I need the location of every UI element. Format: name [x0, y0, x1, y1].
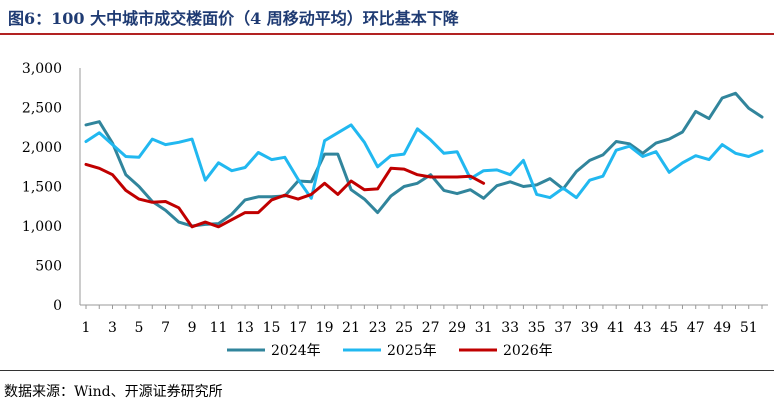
x-tick-label: 31	[475, 320, 493, 336]
x-tick-label: 15	[263, 320, 281, 336]
x-tick-label: 41	[607, 320, 625, 336]
x-tick-label: 17	[289, 320, 307, 336]
x-tick-label: 13	[236, 320, 254, 336]
y-tick-label: 3,000	[22, 61, 62, 77]
legend-label: 2024年	[271, 343, 321, 359]
y-tick-label: 500	[35, 259, 62, 275]
y-tick-label: 2,000	[22, 140, 62, 156]
x-tick-label: 49	[713, 320, 731, 336]
source-note: 数据来源：Wind、开源证券研究所	[4, 384, 223, 400]
x-tick-label: 7	[161, 320, 170, 336]
title-divider	[0, 33, 774, 35]
x-tick-label: 39	[581, 320, 599, 336]
x-tick-label: 1	[82, 320, 91, 336]
x-tick-label: 35	[528, 320, 546, 336]
footer-divider	[0, 370, 774, 371]
chart-legend: 2024年 2025年 2026年	[227, 343, 553, 359]
x-tick-label: 45	[660, 320, 678, 336]
legend-label: 2025年	[387, 343, 437, 359]
y-tick-label: 2,500	[22, 101, 62, 117]
x-tick-label: 29	[448, 320, 466, 336]
chart-series	[84, 91, 764, 229]
legend-label: 2026年	[503, 343, 553, 359]
x-tick-label: 33	[501, 320, 519, 336]
y-tick-label: 0	[53, 298, 62, 314]
x-tick-label: 3	[108, 320, 117, 336]
x-tick-label: 5	[135, 320, 144, 336]
x-tick-label: 27	[422, 320, 440, 336]
y-tick-label: 1,500	[22, 180, 62, 196]
x-tick-label: 11	[210, 320, 228, 336]
x-tick-label: 25	[395, 320, 413, 336]
series-line-2026年	[84, 162, 486, 229]
y-tick-label: 1,000	[22, 219, 62, 235]
x-tick-label: 9	[188, 320, 197, 336]
x-tick-label: 47	[687, 320, 705, 336]
x-tick-label: 19	[316, 320, 334, 336]
x-tick-label: 51	[740, 320, 758, 336]
x-tick-label: 23	[369, 320, 387, 336]
x-tick-label: 43	[634, 320, 652, 336]
x-tick-label: 21	[342, 320, 360, 336]
x-tick-label: 37	[554, 320, 572, 336]
series-line-2025年	[84, 123, 764, 200]
chart-title: 图6：100 大中城市成交楼面价（4 周移动平均）环比基本下降	[8, 9, 459, 28]
